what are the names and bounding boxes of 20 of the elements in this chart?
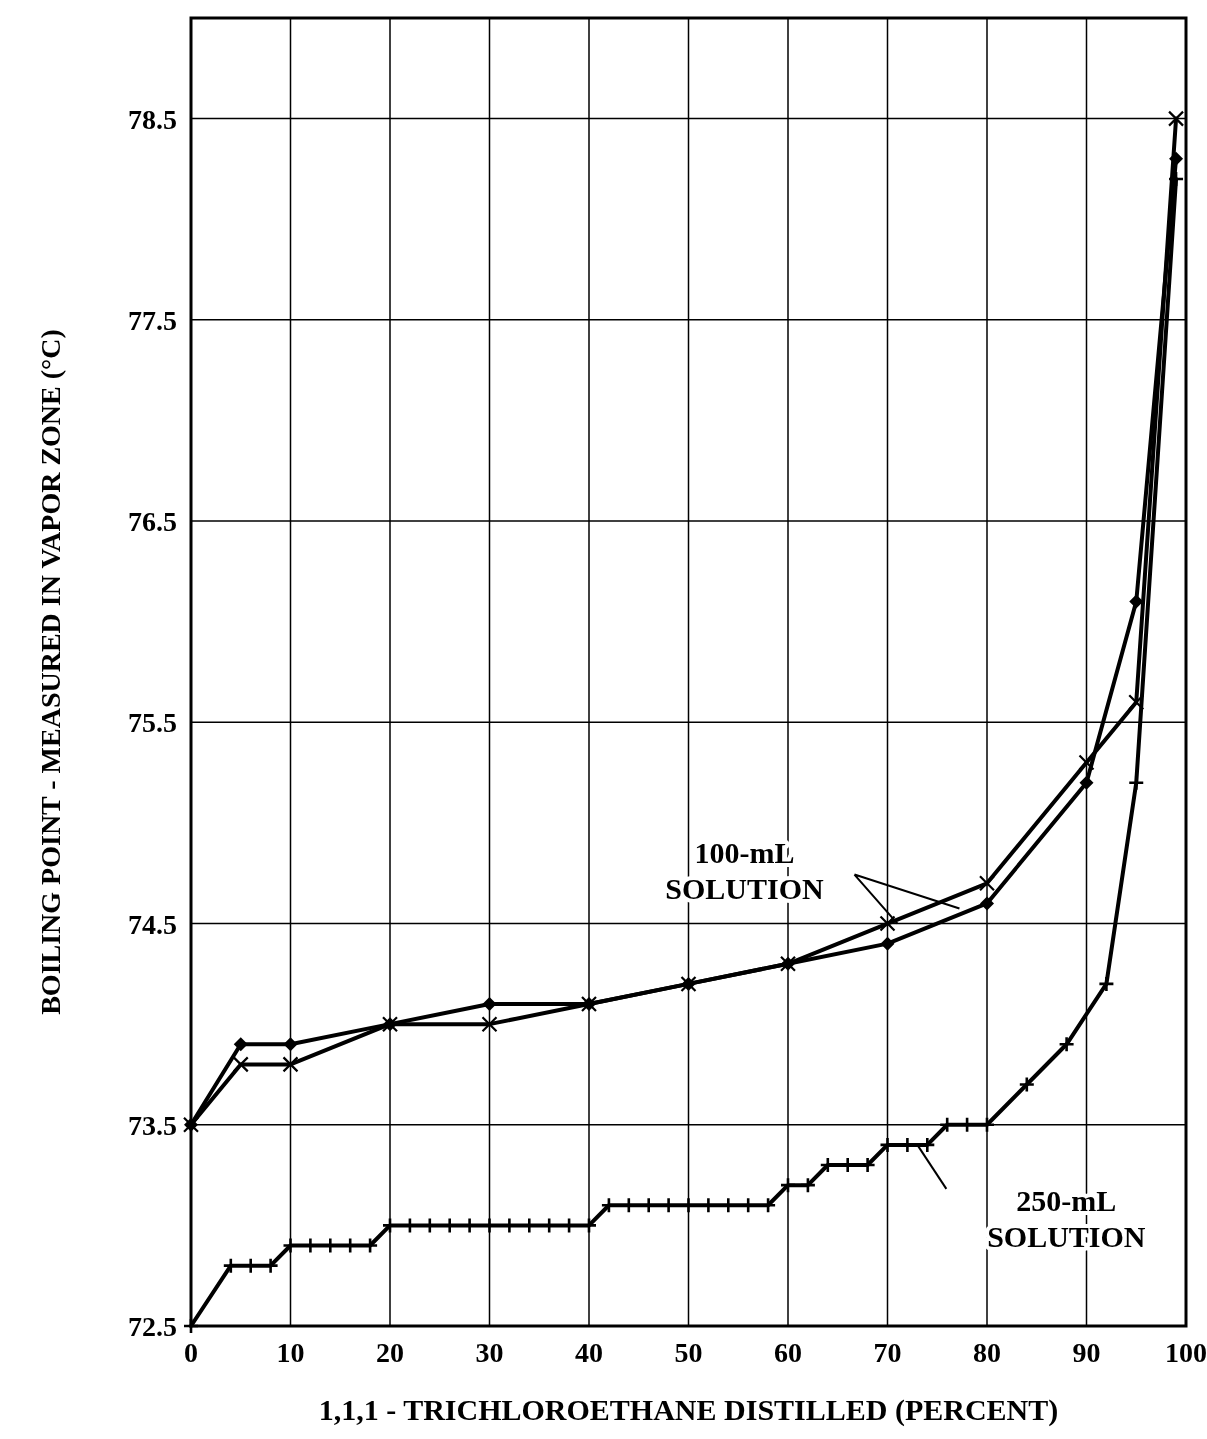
x-tick-label: 30 [475, 1337, 504, 1368]
x-axis-title: 1,1,1 - TRICHLOROETHANE DISTILLED (PERCENT) [318, 1393, 1059, 1427]
x-tick-label: 40 [575, 1337, 603, 1368]
x-tick-label: 100 [1165, 1337, 1207, 1368]
x-tick-label: 10 [276, 1337, 305, 1368]
x-tick-label: 90 [1072, 1337, 1101, 1368]
y-tick-label: 72.5 [128, 1311, 177, 1342]
x-tick-label: 0 [184, 1337, 198, 1368]
y-tick-label: 74.5 [128, 908, 177, 940]
y-axis-title: BOILING POINT - MEASURED IN VAPOR ZONE (°C) [35, 329, 66, 1015]
y-tick-label: 76.5 [128, 506, 177, 538]
x-tick-label: 70 [873, 1337, 902, 1368]
x-tick-label: 60 [774, 1337, 802, 1368]
x-tick-label: 20 [376, 1337, 404, 1368]
y-tick-label: 75.5 [128, 707, 177, 739]
y-tick-label: 78.5 [128, 103, 177, 135]
y-tick-label: 73.5 [128, 1109, 177, 1141]
y-tick-label: 77.5 [128, 304, 177, 336]
x-tick-label: 50 [674, 1337, 703, 1368]
x-tick-label: 80 [973, 1337, 1001, 1368]
